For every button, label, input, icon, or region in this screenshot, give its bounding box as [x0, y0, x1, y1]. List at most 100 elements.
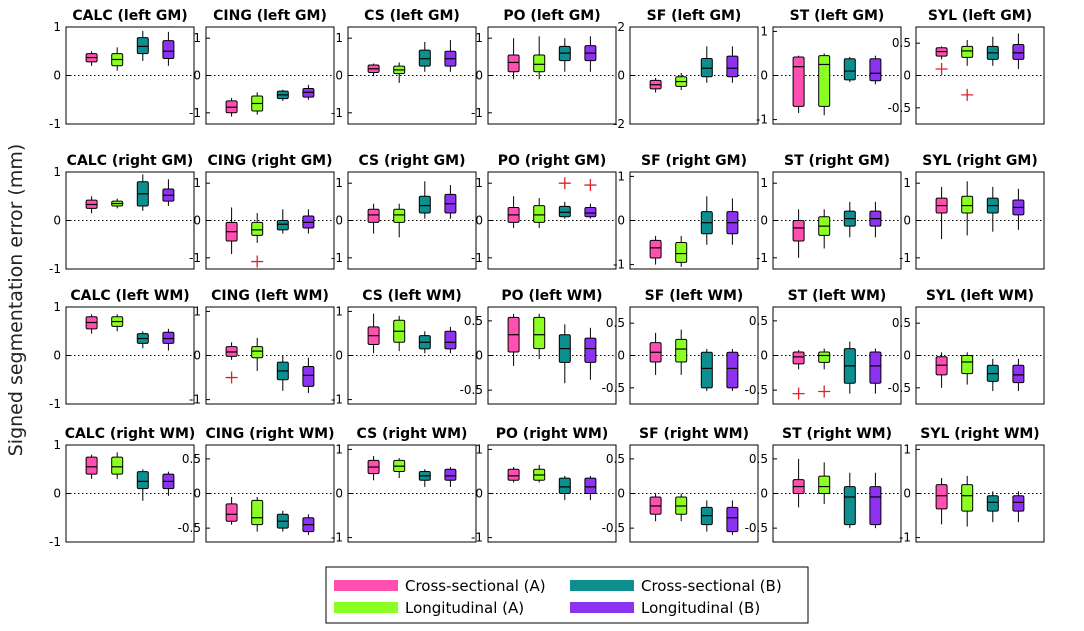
panel-title: CS (right GM)	[359, 153, 466, 169]
y-tick-label: -0.5	[888, 381, 911, 395]
y-tick-label: -1	[899, 531, 911, 545]
outlier-marker	[818, 385, 831, 398]
box-series-0	[792, 56, 805, 107]
y-tick-label: -1	[49, 262, 61, 276]
box-series-0	[507, 468, 520, 481]
y-tick-label: 1	[335, 31, 343, 45]
y-tick-label: -0.5	[460, 383, 483, 397]
box-series-2	[558, 205, 571, 218]
box-series-0	[792, 220, 805, 242]
y-tick-label: 1	[760, 24, 768, 38]
y-tick-label: 1	[335, 176, 343, 190]
box-series-0	[935, 356, 948, 376]
y-tick-label: 0	[475, 349, 483, 363]
panel-27: SYL (right WM) 1 0 -1	[899, 426, 1045, 545]
box-series-2	[276, 220, 289, 231]
box-series-0	[649, 239, 662, 259]
box-series-1	[675, 338, 688, 363]
y-tick-label: 0.5	[892, 316, 911, 330]
y-tick-label: 0.5	[749, 452, 768, 466]
box-series-1	[961, 484, 974, 512]
panel-15: CING (left WM) 1 0 -1	[189, 288, 335, 407]
y-tick-label: -1	[899, 251, 911, 265]
box-series-3	[444, 330, 457, 350]
panel-title: PO (right GM)	[498, 153, 607, 169]
y-tick-label: -1	[189, 106, 201, 120]
legend-label-2: Longitudinal (A)	[405, 599, 524, 617]
box-series-1	[675, 242, 688, 263]
y-tick-label: 0	[193, 214, 201, 228]
y-tick-label: -0.5	[178, 521, 201, 535]
panel-title: SYL (right GM)	[922, 153, 1038, 169]
y-tick-label: 0.5	[749, 314, 768, 328]
y-tick-label: 1	[475, 442, 483, 456]
legend: Cross-sectional (A) Cross-sectional (B) …	[325, 566, 809, 624]
panel-16: CS (left WM) 1 0 -1	[331, 288, 477, 407]
panel-title: SF (left GM)	[647, 8, 742, 24]
y-tick-label: 1	[903, 442, 911, 456]
panel-title: CALC (right WM)	[65, 426, 196, 442]
y-axis-label: Signed segmentation error (mm)	[5, 144, 27, 457]
panel-title: ST (right WM)	[782, 426, 892, 442]
box-series-1	[533, 316, 546, 350]
panel-1: CING (left GM) 1 0 -1	[189, 8, 335, 125]
y-tick-label: 0	[760, 349, 768, 363]
y-tick-label: -0.5	[602, 381, 625, 395]
y-tick-label: -0.5	[745, 521, 768, 535]
box-series-0	[367, 208, 380, 223]
y-tick-label: -1	[49, 117, 61, 131]
box-series-3	[726, 351, 739, 389]
box-series-0	[85, 456, 98, 475]
y-tick-label: -1	[331, 531, 343, 545]
y-tick-label: 0.5	[182, 452, 201, 466]
legend-swatch-2	[334, 602, 398, 613]
y-tick-label: 0.5	[464, 314, 483, 328]
panel-title: SF (right WM)	[639, 426, 749, 442]
box-series-0	[225, 503, 238, 522]
y-tick-label: -1	[756, 113, 768, 127]
panel-title: SF (left WM)	[645, 288, 744, 304]
y-tick-label: 0	[903, 69, 911, 83]
y-tick-label: 1	[53, 20, 61, 34]
y-tick-label: 0	[53, 69, 61, 83]
y-tick-label: 0	[760, 487, 768, 501]
box-series-2	[136, 471, 149, 490]
panel-title: PO (right WM)	[496, 426, 608, 442]
box-series-3	[444, 468, 457, 481]
y-tick-label: 0	[760, 214, 768, 228]
panel-25: SF (right WM) 0.5 0 -0.5	[602, 426, 759, 543]
legend-label-0: Cross-sectional (A)	[405, 577, 546, 595]
box-series-1	[533, 54, 546, 73]
y-tick-label: 1	[335, 304, 343, 318]
panel-title: ST (right GM)	[784, 153, 890, 169]
panel-0: CALC (left GM) 1 0 -1	[49, 8, 195, 131]
y-tick-label: -1	[331, 251, 343, 265]
panel-title: CALC (right GM)	[67, 153, 194, 169]
box-series-2	[843, 58, 856, 81]
y-tick-label: 1	[475, 31, 483, 45]
box-series-1	[818, 475, 831, 494]
y-tick-label: -0.5	[745, 383, 768, 397]
legend-swatch-3	[570, 602, 634, 613]
box-series-3	[162, 40, 175, 60]
box-series-1	[251, 499, 264, 526]
box-series-2	[136, 37, 149, 55]
y-tick-label: 0	[903, 349, 911, 363]
y-tick-label: 1	[475, 176, 483, 190]
panel-title: CING (left GM)	[213, 8, 327, 24]
y-tick-label: 0	[617, 214, 625, 228]
box-series-0	[935, 484, 948, 510]
panel-17: PO (left WM) 0.5 0 -0.5	[460, 288, 617, 405]
box-series-0	[792, 351, 805, 365]
y-tick-label: 1	[903, 176, 911, 190]
box-series-3	[726, 55, 739, 78]
panel-18: SF (left WM) 0.5 0 -0.5	[602, 288, 759, 405]
panel-26: ST (right WM) 0.5 0 -0.5	[745, 426, 902, 543]
y-tick-label: 0.5	[892, 36, 911, 50]
panel-4: SF (left GM) 2 0 -2	[613, 8, 759, 131]
panel-2: CS (left GM) 1 0 -1	[331, 8, 477, 125]
panel-8: CING (right GM) 1 0 -1	[189, 153, 335, 270]
outlier-marker	[251, 255, 264, 268]
legend-label-1: Cross-sectional (B)	[641, 577, 782, 595]
